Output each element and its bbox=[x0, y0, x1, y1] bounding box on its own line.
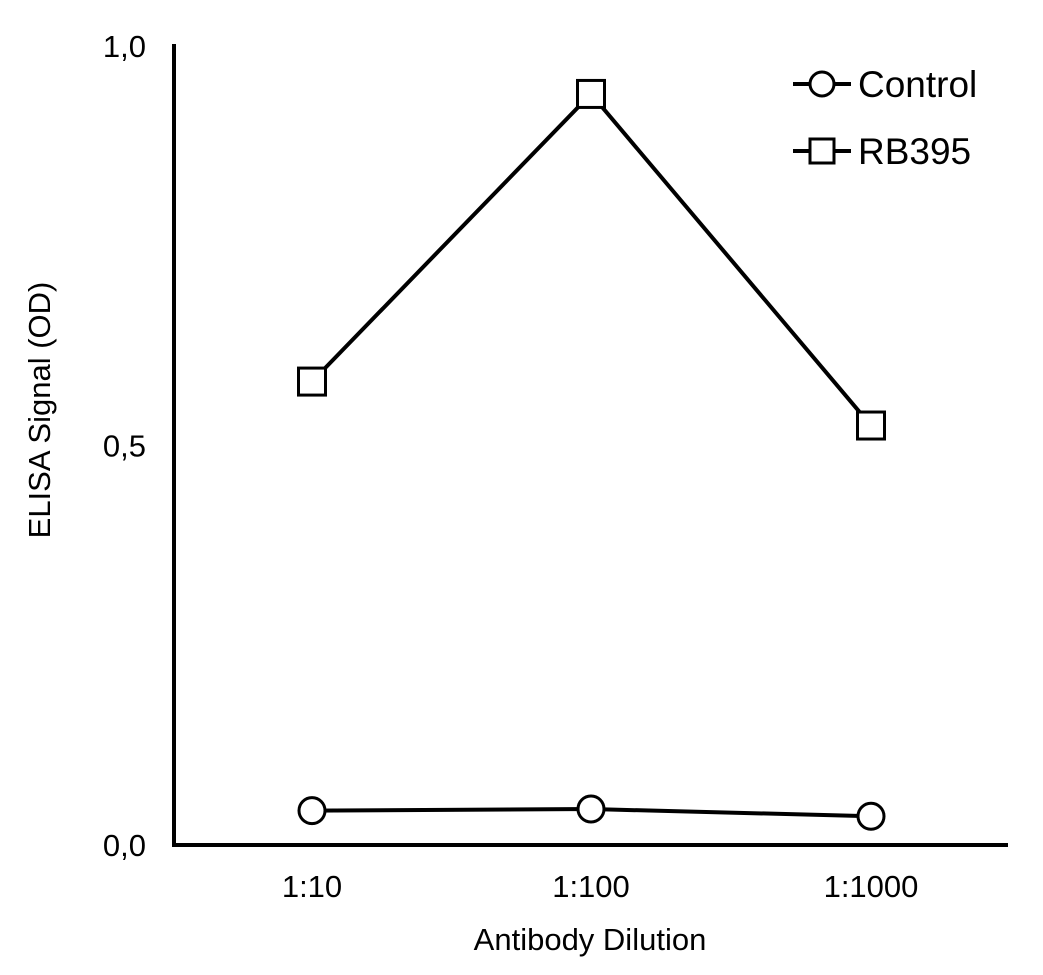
legend-item: RB395 bbox=[793, 131, 971, 172]
x-tick-label: 1:10 bbox=[282, 869, 342, 904]
y-tick-label: 0,0 bbox=[103, 828, 146, 863]
data-point-circle bbox=[856, 801, 886, 831]
y-tick-label: 1,0 bbox=[103, 29, 146, 64]
x-tick-label: 1:1000 bbox=[824, 869, 919, 904]
legend-circle-marker bbox=[808, 70, 836, 98]
x-tick-label: 1:100 bbox=[552, 869, 630, 904]
legend-square-marker bbox=[808, 137, 836, 165]
series-line bbox=[310, 91, 873, 427]
data-point-square bbox=[576, 78, 606, 109]
x-axis-title: Antibody Dilution bbox=[474, 922, 707, 957]
series-rb395 bbox=[297, 78, 886, 441]
legend-item: Control bbox=[793, 64, 977, 105]
data-point-square bbox=[856, 410, 886, 441]
series-control bbox=[297, 794, 886, 831]
data-point-square bbox=[297, 366, 327, 397]
legend-label: Control bbox=[858, 64, 977, 105]
data-point-circle bbox=[576, 794, 606, 824]
axes: 0,0 0,5 1,0 1:10 1:100 1:1000 bbox=[103, 29, 1008, 904]
legend: Control RB395 bbox=[793, 64, 977, 172]
series-group bbox=[297, 78, 886, 831]
data-point-circle bbox=[297, 796, 327, 826]
y-axis-title: ELISA Signal (OD) bbox=[22, 282, 57, 539]
y-tick-label: 0,5 bbox=[103, 429, 146, 464]
legend-label: RB395 bbox=[858, 131, 971, 172]
